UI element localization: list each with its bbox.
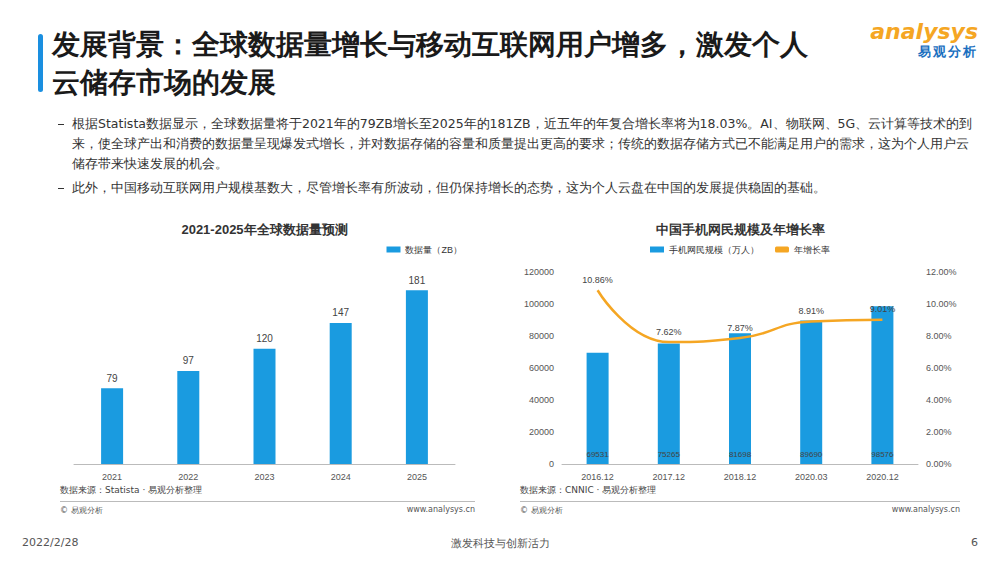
svg-text:9.01%: 9.01%: [870, 304, 896, 314]
svg-text:0: 0: [549, 459, 554, 469]
svg-text:40000: 40000: [529, 395, 554, 405]
svg-text:2021-2025年全球数据量预测: 2021-2025年全球数据量预测: [181, 222, 347, 237]
svg-text:7.62%: 7.62%: [656, 327, 682, 337]
html-text:6: 6: [971, 536, 978, 549]
svg-text:89690: 89690: [800, 450, 823, 459]
svg-text:2021: 2021: [102, 472, 122, 482]
svg-text:2020.03: 2020.03: [795, 472, 828, 482]
svg-text:年增长率: 年增长率: [794, 245, 830, 255]
html-text:易观分析: 易观分析: [918, 44, 978, 59]
svg-text:98576: 98576: [871, 450, 894, 459]
html-text:根据Statista数据显示，全球数据量将于2021年的79: 根据Statista数据显示，全球数据量将于2021年的79ZB增长至2025年…: [72, 116, 973, 171]
html-text:2022/2/28: 2022/2/28: [22, 536, 79, 549]
svg-text:10.00%: 10.00%: [926, 299, 957, 309]
html-text:www.analysys.cn: www.analysys.cn: [891, 505, 960, 514]
html-text:此外，中国移动互联网用户规模基数大，尽管增长率有所波动，但仍: 此外，中国移动互联网用户规模基数大，尽管增长率有所波动，但仍保持增长的态势，这为…: [72, 180, 826, 195]
svg-text:12.00%: 12.00%: [926, 267, 957, 277]
svg-text:60000: 60000: [529, 363, 554, 373]
svg-text:8.91%: 8.91%: [798, 306, 824, 316]
html-text:数据来源：Statista · 易观分析整理: 数据来源：Statista · 易观分析整理: [60, 485, 203, 495]
svg-text:2024: 2024: [331, 472, 351, 482]
html-text:数据来源：CNNIC · 易观分析整理: 数据来源：CNNIC · 易观分析整理: [520, 485, 657, 495]
svg-text:4.00%: 4.00%: [926, 395, 952, 405]
svg-text:0.00%: 0.00%: [926, 459, 952, 469]
svg-text:2022: 2022: [178, 472, 198, 482]
svg-text:2020.12: 2020.12: [866, 472, 899, 482]
svg-text:2018.12: 2018.12: [724, 472, 757, 482]
html-text:发展背景：全球数据量增长与移动互联网用户增多，激发个人云储存: 发展背景：全球数据量增长与移动互联网用户增多，激发个人云储存市场的发展: [52, 28, 808, 99]
svg-text:120: 120: [256, 333, 273, 344]
svg-text:181: 181: [409, 275, 426, 286]
svg-text:2017.12: 2017.12: [653, 472, 686, 482]
svg-text:100000: 100000: [524, 299, 554, 309]
svg-text:数据量（ZB）: 数据量（ZB）: [405, 245, 462, 255]
html-text:analysys: analysys: [870, 19, 978, 44]
svg-text:147: 147: [332, 307, 349, 318]
svg-text:手机网民规模（万人）: 手机网民规模（万人）: [669, 245, 759, 255]
svg-text:81698: 81698: [729, 450, 752, 459]
svg-text:2.00%: 2.00%: [926, 427, 952, 437]
svg-text:80000: 80000: [529, 331, 554, 341]
html-text:© 易观分析: © 易观分析: [60, 506, 103, 515]
svg-text:中国手机网民规模及年增长率: 中国手机网民规模及年增长率: [656, 222, 825, 237]
svg-text:79: 79: [107, 373, 119, 384]
html-text:© 易观分析: © 易观分析: [520, 506, 563, 515]
svg-text:120000: 120000: [524, 267, 554, 277]
svg-text:97: 97: [183, 355, 195, 366]
svg-text:2016.12: 2016.12: [581, 472, 614, 482]
svg-text:69531: 69531: [586, 450, 609, 459]
svg-text:6.00%: 6.00%: [926, 363, 952, 373]
svg-text:2025: 2025: [407, 472, 427, 482]
svg-text:75265: 75265: [658, 450, 681, 459]
html-text:激发科技与创新活力: 激发科技与创新活力: [450, 537, 550, 550]
svg-text:2023: 2023: [254, 472, 274, 482]
svg-text:8.00%: 8.00%: [926, 331, 952, 341]
html-text:www.analysys.cn: www.analysys.cn: [406, 505, 475, 514]
svg-text:20000: 20000: [529, 427, 554, 437]
svg-text:10.86%: 10.86%: [582, 275, 613, 285]
svg-text:7.87%: 7.87%: [727, 323, 753, 333]
